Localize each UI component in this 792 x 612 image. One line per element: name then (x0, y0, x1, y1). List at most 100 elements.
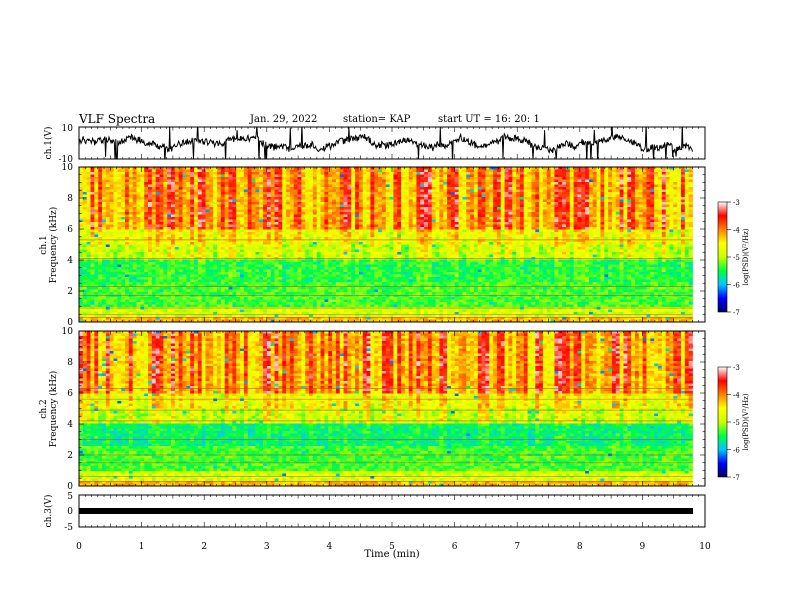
spectrogram-cell (251, 204, 256, 208)
spectrogram-cell (117, 239, 122, 243)
spectrogram-cell (163, 227, 168, 230)
spectrogram-cell (339, 217, 344, 220)
spectrogram-cell (646, 237, 651, 240)
spectrogram-cell (289, 229, 295, 233)
spectrogram-cell (194, 214, 199, 218)
spectrogram-cell (512, 232, 517, 235)
spectrogram-cell (416, 239, 421, 243)
spectrogram-cell (355, 234, 360, 238)
spectrogram-cell (500, 197, 505, 200)
spectrogram-cell (370, 194, 375, 198)
spectrogram-cell (431, 184, 436, 188)
spectrogram-cell (128, 184, 134, 188)
spectrogram-cell (82, 182, 88, 185)
spectrogram-cell (477, 239, 482, 243)
spectrogram-cell (324, 229, 329, 233)
spectrogram-cell (646, 174, 651, 178)
spectrogram-cell (174, 172, 180, 175)
spectrogram-cell (527, 234, 532, 238)
spectrogram-cell (182, 187, 187, 190)
spectrogram-cell (305, 209, 310, 213)
spectrogram-cell (581, 192, 586, 195)
spectrogram-cell (201, 224, 206, 228)
spectrogram-cell (623, 179, 628, 183)
spectrogram-cell (427, 224, 433, 228)
spectrogram-cell (527, 222, 532, 225)
spectrogram-cell (174, 239, 180, 243)
spectrogram-cell (554, 232, 559, 235)
spectrogram-cell (416, 169, 421, 173)
spectrogram-cell (320, 179, 325, 183)
spectrogram-cell (431, 222, 436, 225)
spectrogram-cell (339, 207, 344, 210)
spectrogram-cell (424, 177, 429, 180)
spectrogram-cell (608, 182, 613, 185)
spectrogram-cell (178, 184, 183, 188)
spectrogram-cell (259, 204, 264, 208)
spectrogram-cell (339, 197, 344, 200)
spectrogram-cell (477, 217, 482, 220)
spectrogram-cell (328, 219, 333, 223)
spectrogram-cell (477, 234, 482, 238)
spectrogram-cell (393, 232, 398, 235)
spectrogram-cell (132, 199, 137, 203)
spectrogram-cell (573, 184, 578, 188)
spectrogram-cell (224, 199, 229, 203)
spectrogram-cell (512, 199, 517, 203)
spectrogram-cell (619, 172, 624, 175)
spectrogram-cell (627, 222, 632, 225)
spectrogram-cell (243, 234, 249, 238)
spectrogram-cell (680, 177, 686, 180)
spectrogram-cell (94, 189, 99, 193)
spectrogram-cell (458, 214, 463, 218)
spectrogram-cell (335, 204, 341, 208)
spectrogram-cell (642, 187, 647, 190)
spectrogram-cell (558, 219, 563, 223)
spectrogram-cell (301, 189, 306, 193)
spectrogram-cell (539, 222, 544, 225)
spectrogram-cell (171, 192, 176, 195)
spectrogram-cell (385, 189, 390, 193)
spectrogram-cell (155, 232, 160, 235)
spectrogram-cell (558, 172, 563, 175)
spectrogram-cell (105, 192, 111, 195)
spectrogram-cell (569, 174, 575, 178)
spectrogram-cell (343, 234, 348, 238)
spectrogram-cell (82, 207, 88, 210)
spectrogram-cell (688, 212, 693, 215)
spectrogram-cell (289, 219, 295, 223)
spectrogram-cell (504, 214, 509, 218)
spectrogram-cell (496, 199, 502, 203)
spectrogram-cell (546, 167, 552, 170)
spectrogram-cell (470, 172, 475, 175)
spectrogram-cell (201, 219, 206, 223)
spectrogram-cell (623, 189, 628, 193)
spectrogram-cell (554, 234, 559, 238)
spectrogram-cell (347, 177, 352, 180)
spectrogram-cell (558, 182, 563, 185)
spectrogram-cell (366, 229, 371, 233)
spectrogram-cell (450, 229, 456, 233)
spectrogram-cell (420, 229, 425, 233)
spectrogram-cell (443, 179, 448, 183)
spectrogram-cell (638, 202, 644, 205)
spectrogram-cell (412, 172, 417, 175)
spectrogram-cell (109, 187, 114, 190)
spectrogram-cell (638, 237, 644, 240)
spectrogram-cell (328, 197, 333, 200)
spectrogram-cell (220, 232, 226, 235)
spectrogram-cell (148, 219, 153, 223)
spectrogram-cell (217, 187, 222, 190)
spectrogram-cell (408, 217, 413, 220)
spectrogram-cell (531, 212, 536, 215)
spectrogram-cell (519, 212, 525, 215)
spectrogram-cell (562, 204, 567, 208)
spectrogram-cell (90, 212, 95, 215)
spectrogram-cell (328, 169, 333, 173)
spectrogram-cell (558, 229, 563, 233)
spectrogram-cell (270, 204, 275, 208)
spectrogram-cell (596, 222, 601, 225)
spectrogram-cell (565, 197, 571, 200)
spectrogram-cell (454, 229, 459, 233)
spectrogram-cell (600, 209, 605, 213)
